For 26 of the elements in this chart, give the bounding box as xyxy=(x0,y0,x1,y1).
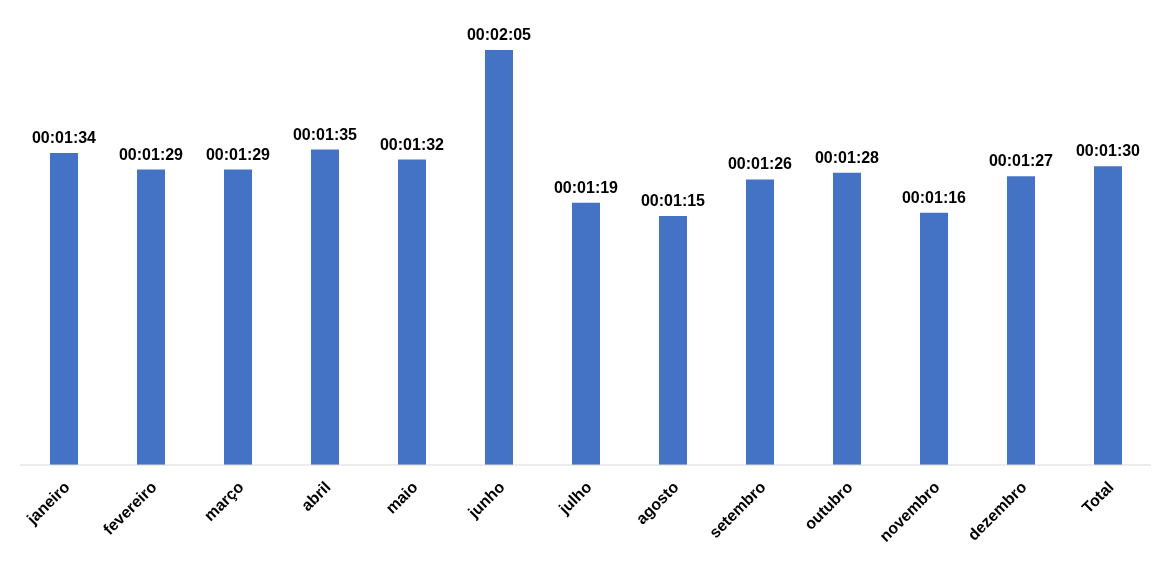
data-label: 00:01:19 xyxy=(553,178,619,196)
data-label: 00:02:05 xyxy=(466,26,532,43)
bar xyxy=(833,172,861,465)
data-label: 00:01:28 xyxy=(814,148,880,166)
bar xyxy=(224,169,252,465)
bar xyxy=(746,179,774,465)
data-label: 00:01:29 xyxy=(205,145,271,163)
bar xyxy=(311,149,339,465)
bar xyxy=(137,169,165,465)
bar xyxy=(485,50,513,465)
bar xyxy=(920,212,948,465)
data-label: 00:01:16 xyxy=(901,188,967,206)
data-label: 00:01:35 xyxy=(292,125,358,143)
bar xyxy=(398,159,426,465)
data-label: 00:01:29 xyxy=(118,145,184,163)
bar xyxy=(1094,166,1122,465)
data-label: 00:01:34 xyxy=(31,128,97,146)
bar xyxy=(50,152,78,465)
data-label: 00:01:26 xyxy=(727,155,793,173)
data-label: 00:01:32 xyxy=(379,135,445,153)
bar xyxy=(659,216,687,465)
data-label: 00:01:15 xyxy=(640,192,706,209)
bar xyxy=(572,202,600,465)
data-label: 00:01:30 xyxy=(1075,142,1141,160)
data-label: 00:01:27 xyxy=(988,152,1054,170)
bar xyxy=(1007,176,1035,465)
